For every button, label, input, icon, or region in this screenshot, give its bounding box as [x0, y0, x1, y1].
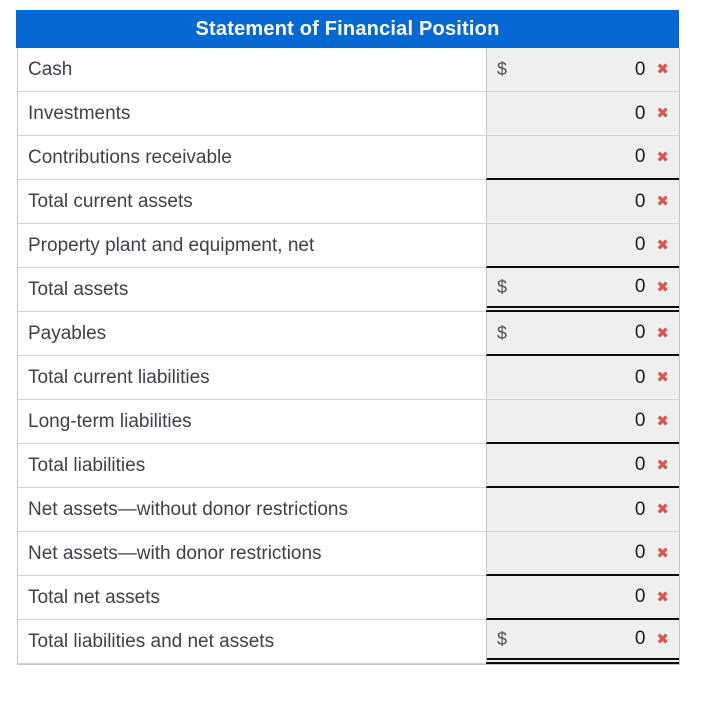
table-row-total-net-assets: Total net assets 0 ✖	[18, 576, 679, 620]
answer-value: 0	[634, 410, 646, 431]
table-row-payables: Payables $ 0 ✖	[18, 312, 679, 356]
incorrect-icon: ✖	[656, 148, 669, 166]
table-row-contributions-receivable: Contributions receivable 0 ✖	[18, 136, 679, 180]
incorrect-icon: ✖	[656, 324, 669, 342]
table-row-total-current-liabilities: Total current liabilities 0 ✖	[18, 356, 679, 400]
row-label: Total assets	[18, 268, 486, 312]
incorrect-icon: ✖	[656, 61, 669, 78]
answer-cell[interactable]: $ 0 ✖	[486, 48, 679, 92]
statement-sheet: Statement of Financial Position Cash $ 0…	[16, 10, 680, 665]
answer-cell[interactable]: 0 ✖	[486, 532, 679, 576]
row-label: Cash	[18, 48, 486, 92]
row-label: Contributions receivable	[18, 136, 486, 180]
row-label: Payables	[18, 312, 486, 356]
table-row-investments: Investments 0 ✖	[18, 92, 679, 136]
financial-position-table: Cash $ 0 ✖ Investments 0 ✖ Contributions…	[17, 48, 680, 665]
incorrect-icon: ✖	[656, 456, 669, 474]
answer-value: 0	[634, 58, 646, 80]
incorrect-icon: ✖	[656, 193, 669, 210]
table-row-total-liabilities-and-net-assets: Total liabilities and net assets $ 0 ✖	[18, 620, 679, 664]
answer-cell[interactable]: 0 ✖	[486, 444, 679, 488]
table-row-total-current-assets: Total current assets 0 ✖	[18, 180, 679, 224]
row-label: Property plant and equipment, net	[18, 224, 486, 268]
answer-value: 0	[634, 146, 646, 167]
answer-cell[interactable]: 0 ✖	[486, 180, 679, 224]
currency-symbol: $	[497, 322, 508, 343]
answer-cell[interactable]: 0 ✖	[486, 92, 679, 136]
answer-value: 0	[634, 542, 646, 563]
incorrect-icon: ✖	[656, 501, 669, 518]
answer-value: 0	[634, 628, 646, 649]
incorrect-icon: ✖	[656, 630, 669, 648]
answer-value: 0	[634, 454, 646, 475]
answer-cell[interactable]: 0 ✖	[486, 224, 679, 268]
table-row-long-term-liabilities: Long-term liabilities 0 ✖	[18, 400, 679, 444]
row-label: Total current assets	[18, 180, 486, 224]
row-label: Total liabilities	[18, 444, 486, 488]
row-label: Total current liabilities	[18, 356, 486, 400]
row-label: Net assets—without donor restrictions	[18, 488, 486, 532]
answer-cell[interactable]: 0 ✖	[486, 400, 679, 444]
table-row-ppe-net: Property plant and equipment, net 0 ✖	[18, 224, 679, 268]
row-label: Investments	[18, 92, 486, 136]
answer-cell[interactable]: 0 ✖	[486, 356, 679, 400]
answer-value: 0	[634, 498, 646, 520]
answer-value: 0	[634, 586, 646, 607]
answer-value: 0	[634, 322, 646, 343]
table-row-total-liabilities: Total liabilities 0 ✖	[18, 444, 679, 488]
answer-value: 0	[634, 234, 646, 255]
incorrect-icon: ✖	[656, 544, 669, 562]
answer-cell[interactable]: 0 ✖	[486, 488, 679, 532]
table-title: Statement of Financial Position	[16, 10, 679, 48]
answer-value: 0	[634, 102, 646, 124]
answer-cell[interactable]: $ 0 ✖	[486, 620, 679, 664]
answer-value: 0	[634, 190, 646, 212]
answer-value: 0	[634, 276, 646, 297]
answer-cell[interactable]: $ 0 ✖	[486, 312, 679, 356]
currency-symbol: $	[497, 276, 508, 297]
incorrect-icon: ✖	[656, 588, 669, 606]
table-row-cash: Cash $ 0 ✖	[18, 48, 679, 92]
currency-symbol: $	[497, 628, 508, 649]
incorrect-icon: ✖	[656, 369, 669, 386]
incorrect-icon: ✖	[656, 236, 669, 254]
currency-symbol: $	[497, 59, 508, 79]
answer-cell[interactable]: 0 ✖	[486, 576, 679, 620]
incorrect-icon: ✖	[656, 412, 669, 430]
table-row-net-assets-without-donor-restrictions: Net assets—without donor restrictions 0 …	[18, 488, 679, 532]
incorrect-icon: ✖	[656, 278, 669, 296]
row-label: Total liabilities and net assets	[18, 620, 486, 664]
row-label: Net assets—with donor restrictions	[18, 532, 486, 576]
row-label: Total net assets	[18, 576, 486, 620]
table-row-total-assets: Total assets $ 0 ✖	[18, 268, 679, 312]
row-label: Long-term liabilities	[18, 400, 486, 444]
incorrect-icon: ✖	[656, 105, 669, 122]
answer-cell[interactable]: 0 ✖	[486, 136, 679, 180]
answer-cell[interactable]: $ 0 ✖	[486, 268, 679, 312]
table-row-net-assets-with-donor-restrictions: Net assets—with donor restrictions 0 ✖	[18, 532, 679, 576]
answer-value: 0	[634, 366, 646, 388]
